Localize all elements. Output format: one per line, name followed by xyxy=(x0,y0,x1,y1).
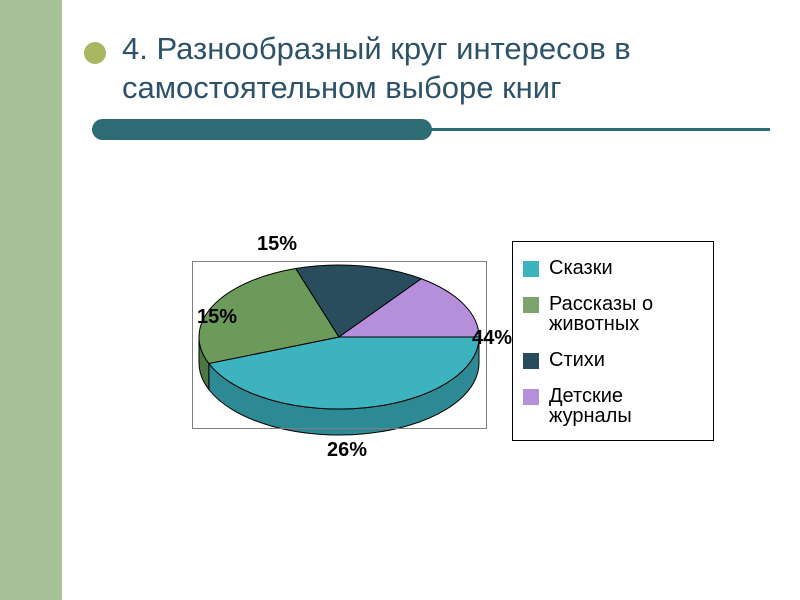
content-area: 4. Разнообразный круг интересов в самост… xyxy=(62,0,800,600)
legend-item-rasskazy: Рассказы о животных xyxy=(523,294,699,334)
legend-item-skazki: Сказки xyxy=(523,258,699,278)
divider xyxy=(92,128,770,131)
chart-area: 44% 26% 15% 15% Сказки Рассказы о животных Ст… xyxy=(82,201,770,481)
title-bullet-icon xyxy=(84,42,106,64)
slide-root: 4. Разнообразный круг интересов в самост… xyxy=(0,0,800,600)
legend-label: Стихи xyxy=(549,350,605,370)
legend-swatch-icon xyxy=(523,389,539,405)
side-stripe xyxy=(0,0,62,600)
chart-border xyxy=(192,261,487,429)
divider-pill xyxy=(92,119,432,140)
legend-label: Рассказы о животных xyxy=(549,294,699,334)
data-label: 44% xyxy=(472,327,512,350)
slide-title: 4. Разнообразный круг интересов в самост… xyxy=(122,30,762,108)
pie-chart: 44% 26% 15% 15% xyxy=(82,201,512,481)
legend-item-zhurnaly: Детские журналы xyxy=(523,386,699,426)
legend-swatch-icon xyxy=(523,261,539,277)
legend-swatch-icon xyxy=(523,353,539,369)
legend: Сказки Рассказы о животных Стихи Детские жу… xyxy=(512,241,714,441)
legend-item-stihi: Стихи xyxy=(523,350,699,370)
legend-swatch-icon xyxy=(523,297,539,313)
data-label: 15% xyxy=(257,233,297,256)
legend-label: Детские журналы xyxy=(549,386,699,426)
legend-label: Сказки xyxy=(549,258,613,278)
data-label: 15% xyxy=(197,306,237,329)
data-label: 26% xyxy=(327,439,367,462)
